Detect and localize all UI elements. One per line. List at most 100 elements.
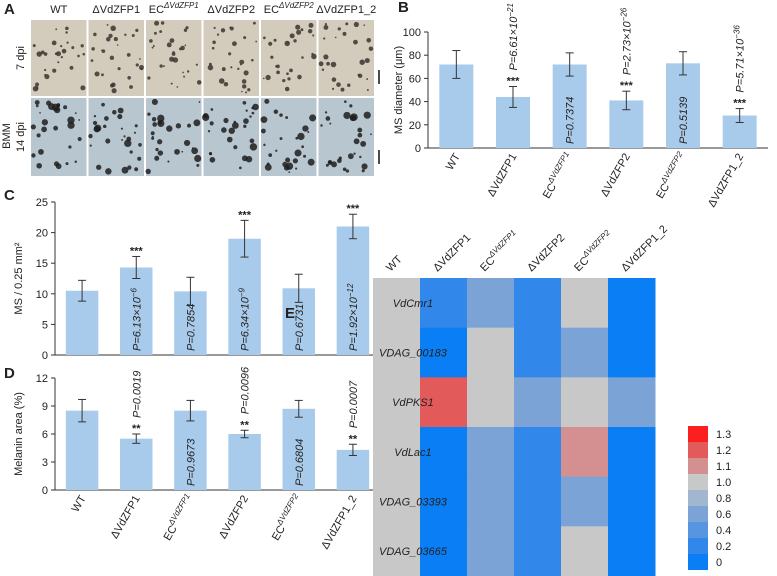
column-label: ECΔVdZFP2 xyxy=(264,1,315,16)
microsclerotium xyxy=(135,28,139,32)
error-bar xyxy=(78,398,87,423)
microsclerotium xyxy=(56,103,61,108)
x-tick-label: ECΔVdZFP2 xyxy=(652,150,690,201)
microsclerotium xyxy=(287,41,290,44)
microsclerotium xyxy=(321,68,325,71)
microsclerotium xyxy=(69,65,74,70)
microsclerotium xyxy=(101,102,105,107)
label-text: WT xyxy=(50,4,67,16)
x-tick-label: ΔVdZFP1_2 xyxy=(319,494,359,552)
microsclerotium xyxy=(151,117,157,122)
microsclerotium xyxy=(104,116,109,121)
micrograph xyxy=(31,20,87,96)
panel-label: A xyxy=(4,1,15,18)
microsclerotium xyxy=(220,28,226,33)
error-bar xyxy=(509,86,517,108)
microsclerotium xyxy=(41,119,49,126)
heatmap-cell xyxy=(514,327,562,378)
microsclerotium xyxy=(255,40,258,43)
microsclerotium xyxy=(196,80,202,85)
colorbar-block xyxy=(688,426,708,442)
microsclerotium xyxy=(116,44,119,46)
micrograph xyxy=(88,98,144,176)
microsclerotium xyxy=(260,128,266,134)
label-text: EC xyxy=(572,255,591,274)
microsclerotium xyxy=(151,135,154,138)
heatmap-cell xyxy=(373,526,421,576)
microsclerotium xyxy=(67,121,75,129)
microsclerotium xyxy=(251,58,254,62)
p-value-text: P=1.92×10 xyxy=(348,296,360,351)
heatmap-cell xyxy=(514,476,562,527)
colorbar-block xyxy=(688,506,708,522)
heatmap-cell xyxy=(608,427,656,478)
microsclerotium xyxy=(154,20,160,26)
microsclerotium xyxy=(166,125,173,132)
microsclerotium xyxy=(252,21,256,25)
microsclerotium xyxy=(327,160,333,165)
microsclerotium xyxy=(297,132,305,141)
microsclerotium xyxy=(330,61,337,68)
microsclerotium xyxy=(51,40,57,46)
microsclerotium xyxy=(52,68,57,73)
micrograph xyxy=(203,98,259,176)
microsclerotium xyxy=(175,123,182,129)
microsclerotium xyxy=(223,117,229,124)
bar xyxy=(336,449,370,490)
microsclerotium xyxy=(68,145,72,149)
microsclerotium xyxy=(231,41,237,47)
p-value: P=6.61×10−21 xyxy=(506,3,520,70)
label-text: WT xyxy=(444,151,463,172)
bar xyxy=(666,63,700,148)
microsclerotium xyxy=(331,87,335,90)
column-label: WT xyxy=(384,253,405,274)
column-label: WT xyxy=(50,4,67,16)
microsclerotium xyxy=(340,87,345,92)
microsclerotium xyxy=(241,90,243,93)
microsclerotium xyxy=(370,133,372,136)
microsclerotium xyxy=(241,84,247,89)
p-value-text: P=6.34×10 xyxy=(240,296,252,351)
microsclerotium xyxy=(239,166,242,170)
panel-label: B xyxy=(398,0,409,16)
row-label: 7 dpi xyxy=(15,46,27,70)
microsclerotium xyxy=(260,116,268,124)
microsclerotium xyxy=(273,38,277,42)
y-tick-label: 40 xyxy=(409,97,421,109)
microsclerotium xyxy=(183,28,188,32)
microsclerotium xyxy=(325,116,331,121)
microsclerotium xyxy=(53,125,59,131)
microsclerotium xyxy=(337,27,341,31)
microsclerotium xyxy=(366,78,369,80)
bar xyxy=(174,410,207,490)
label-superscript: ΔVdZFP1 xyxy=(545,150,571,185)
microsclerotium xyxy=(324,111,328,114)
p-value: P=6.13×10−6 xyxy=(129,287,143,351)
error-bar xyxy=(622,90,631,111)
label-text: WT xyxy=(70,493,89,514)
microsclerotium xyxy=(294,149,302,157)
label-text: EC xyxy=(654,182,672,201)
p-value-text: P=5.71×10 xyxy=(735,38,747,93)
microsclerotium xyxy=(218,78,225,84)
microsclerotium xyxy=(35,82,40,87)
heatmap-cell xyxy=(467,476,515,527)
row-label: VDAG_03665 xyxy=(379,546,448,558)
label-text: ΔVdZFP1 xyxy=(109,494,143,541)
heatmap-cell xyxy=(608,377,656,428)
label-superscript: ΔVdZFP2 xyxy=(274,492,300,528)
microsclerotium xyxy=(60,55,64,59)
microsclerotium xyxy=(111,88,117,94)
microsclerotium xyxy=(110,25,116,32)
y-tick-label: 100 xyxy=(403,27,421,39)
microsclerotium xyxy=(38,149,44,155)
microsclerotium xyxy=(134,167,139,172)
microsclerotium xyxy=(167,160,170,163)
y-tick-label: 20 xyxy=(409,120,421,132)
p-value: P=0.7374 xyxy=(565,97,577,144)
y-axis-label: MS / 0.25 mm² xyxy=(13,242,25,314)
microsclerotium xyxy=(245,91,248,94)
microsclerotium xyxy=(63,105,68,110)
microsclerotium xyxy=(349,104,353,108)
x-tick-label: ΔVdZFP1 xyxy=(109,494,143,541)
